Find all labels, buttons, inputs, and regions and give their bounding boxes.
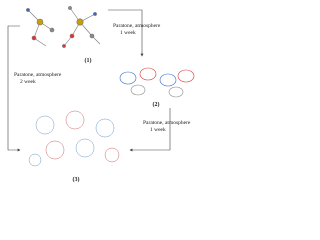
diagram: (1) (2) (3) Paratone, atmosphere 1 week …: [7, 6, 195, 183]
condition: Paratone, atmosphere: [14, 72, 62, 78]
arrow: [7, 25, 21, 152]
arrow: [129, 108, 171, 152]
molecule-1: [26, 6, 101, 48]
packing-2: [119, 67, 195, 98]
compound-label: (2): [153, 101, 160, 108]
condition: Paratone, atmosphere: [143, 120, 191, 126]
compound-label: (3): [73, 176, 80, 183]
condition: Paratone, atmosphere: [113, 23, 161, 29]
condition: 2 week: [20, 79, 36, 85]
condition: 1 week: [120, 30, 136, 36]
arrow: [108, 9, 144, 57]
packing-3: [28, 110, 120, 167]
compound-label: (1): [85, 57, 92, 64]
condition: 1 week: [150, 127, 166, 133]
